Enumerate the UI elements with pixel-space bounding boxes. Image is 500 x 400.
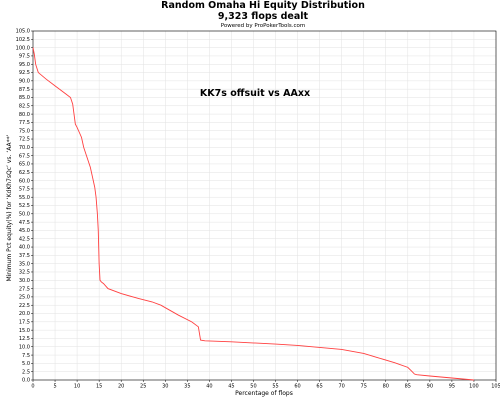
x-tick-label: 60 [294, 384, 300, 390]
y-tick-label: 105.0 [16, 29, 30, 35]
x-tick-label: 20 [118, 384, 124, 390]
x-tick-label: 0 [31, 384, 34, 390]
y-tick-label: 40.0 [19, 245, 30, 251]
y-tick-label: 52.5 [19, 203, 30, 209]
y-tick-label: 67.5 [19, 153, 30, 159]
y-tick-label: 85.0 [19, 95, 30, 101]
y-tick-label: 35.0 [19, 261, 30, 267]
y-tick-label: 0.0 [22, 378, 30, 384]
x-tick-label: 40 [206, 384, 212, 390]
x-tick-label: 80 [383, 384, 389, 390]
y-tick-label: 90.0 [19, 79, 30, 85]
chart-title: Random Omaha Hi Equity Distribution [161, 0, 365, 11]
y-tick-label: 27.5 [19, 286, 30, 292]
y-tick-label: 100.0 [16, 45, 30, 51]
y-tick-label: 87.5 [19, 87, 30, 93]
y-axis-label: Minimum Pct equity(%) for ‘KdKh7sQc’ vs.… [6, 134, 13, 281]
y-tick-label: 102.5 [16, 37, 30, 43]
y-tick-label: 77.5 [19, 120, 30, 126]
y-tick-label: 32.5 [19, 270, 30, 276]
x-tick-label: 30 [162, 384, 168, 390]
y-tick-label: 95.0 [19, 62, 30, 68]
y-tick-label: 47.5 [19, 220, 30, 226]
y-tick-label: 12.5 [19, 336, 30, 342]
x-axis-label: Percentage of flops [235, 390, 293, 397]
y-tick-label: 55.0 [19, 195, 30, 201]
chart-subtitle: Powered by ProPokerTools.com [221, 23, 306, 29]
y-tick-label: 60.0 [19, 178, 30, 184]
y-tick-label: 20.0 [19, 311, 30, 317]
x-tick-label: 75 [361, 384, 367, 390]
y-tick-label: 70.0 [19, 145, 30, 151]
x-tick-label: 45 [228, 384, 234, 390]
x-tick-label: 55 [272, 384, 278, 390]
y-tick-label: 57.5 [19, 187, 30, 193]
y-tick-label: 82.5 [19, 103, 30, 109]
y-tick-label: 17.5 [19, 320, 30, 326]
y-tick-label: 92.5 [19, 70, 30, 76]
y-tick-label: 97.5 [19, 54, 30, 60]
y-tick-label: 7.5 [22, 353, 30, 359]
x-tick-label: 10 [74, 384, 80, 390]
y-tick-label: 30.0 [19, 278, 30, 284]
y-tick-label: 80.0 [19, 112, 30, 118]
y-tick-label: 25.0 [19, 295, 30, 301]
y-tick-label: 45.0 [19, 228, 30, 234]
y-tick-label: 37.5 [19, 253, 30, 259]
y-tick-label: 50.0 [19, 212, 30, 218]
x-tick-label: 65 [316, 384, 322, 390]
chart-annotation: KK7s offsuit vs AAxx [200, 88, 310, 99]
y-tick-label: 2.5 [22, 369, 30, 375]
series-line [32, 47, 474, 381]
x-tick-label: 15 [96, 384, 102, 390]
chart-title-line2: 9,323 flops dealt [218, 11, 309, 22]
x-tick-label: 35 [184, 384, 190, 390]
y-tick-label: 75.0 [19, 128, 30, 134]
x-tick-label: 105 [491, 384, 500, 390]
y-tick-label: 5.0 [22, 361, 30, 367]
x-tick-label: 95 [449, 384, 455, 390]
x-axis-ticks: 0 5 10 15 20 25 30 35 40 45 50 55 60 65 70 75 80 85 90 95 10… [31, 380, 500, 390]
plot-frame [32, 30, 497, 381]
y-tick-label: 72.5 [19, 137, 30, 143]
y-tick-label: 10.0 [19, 344, 30, 350]
x-tick-label: 90 [427, 384, 433, 390]
y-tick-label: 42.5 [19, 236, 30, 242]
x-tick-label: 5 [53, 384, 56, 390]
y-axis-ticks: 0.0 2.5 5.0 7.5 10.0 12.5 15.0 17.5 20.0 22.5 25.0… [16, 29, 33, 384]
x-tick-label: 25 [140, 384, 146, 390]
y-tick-label: 65.0 [19, 162, 30, 168]
y-tick-label: 62.5 [19, 170, 30, 176]
x-tick-label: 70 [338, 384, 344, 390]
y-tick-label: 22.5 [19, 303, 30, 309]
x-tick-label: 50 [250, 384, 256, 390]
x-tick-label: 100 [469, 384, 479, 390]
y-tick-label: 15.0 [19, 328, 30, 334]
grid-lines [32, 30, 497, 381]
x-tick-label: 85 [405, 384, 411, 390]
